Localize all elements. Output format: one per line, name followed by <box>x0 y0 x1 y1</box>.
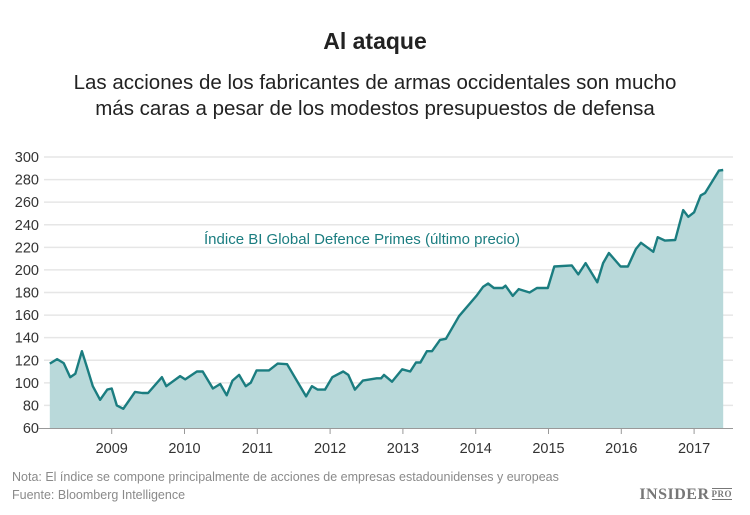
area-chart: 60 80 100 120 140 160 180 200 220 240 260 280 300 20… <box>15 150 733 457</box>
logo-text: INSIDER <box>639 486 710 503</box>
y-tick-label: 260 <box>15 195 39 211</box>
series-area <box>49 170 724 428</box>
chart-title: Al ataque <box>323 28 427 54</box>
y-tick-label: 80 <box>23 398 39 414</box>
y-tick-label: 180 <box>15 286 39 302</box>
x-tick-label: 2013 <box>387 441 419 457</box>
x-axis-ticks: 2009 2010 2011 2012 2013 2014 2015 2016 2017 <box>96 428 710 457</box>
x-tick-label: 2010 <box>168 441 200 457</box>
x-tick-label: 2009 <box>96 441 128 457</box>
y-axis-labels: 60 80 100 120 140 160 180 200 220 240 260 280 300 <box>15 150 39 437</box>
chart-subtitle: Las acciones de los fabricantes de armas… <box>0 70 750 122</box>
y-tick-label: 160 <box>15 308 39 324</box>
x-tick-label: 2014 <box>460 441 492 457</box>
y-tick-label: 140 <box>15 331 39 347</box>
series-line <box>49 168 724 410</box>
y-tick-label: 300 <box>15 150 39 166</box>
x-tick-label: 2012 <box>314 441 346 457</box>
footnote-source: Fuente: Bloomberg Intelligence <box>12 488 186 502</box>
x-tick-label: 2017 <box>678 441 710 457</box>
logo-pro: PRO <box>711 488 732 500</box>
footnote-nota: Nota: El índice se compone principalment… <box>12 470 559 484</box>
x-tick-label: 2011 <box>242 441 273 457</box>
y-tick-label: 60 <box>23 421 39 437</box>
y-tick-label: 120 <box>15 353 39 369</box>
subtitle-line-2: más caras a pesar de los modestos presup… <box>95 97 655 120</box>
series-label: Índice BI Global Defence Primes (último … <box>204 231 520 248</box>
x-tick-label: 2015 <box>532 441 564 457</box>
y-tick-label: 100 <box>15 376 39 392</box>
subtitle-line-1: Las acciones de los fabricantes de armas… <box>73 71 677 94</box>
y-tick-label: 220 <box>15 240 39 256</box>
y-tick-label: 240 <box>15 218 39 234</box>
y-tick-label: 280 <box>15 173 39 189</box>
y-tick-label: 200 <box>15 263 39 279</box>
insider-pro-logo: INSIDER PRO <box>639 486 732 504</box>
x-tick-label: 2016 <box>605 441 637 457</box>
